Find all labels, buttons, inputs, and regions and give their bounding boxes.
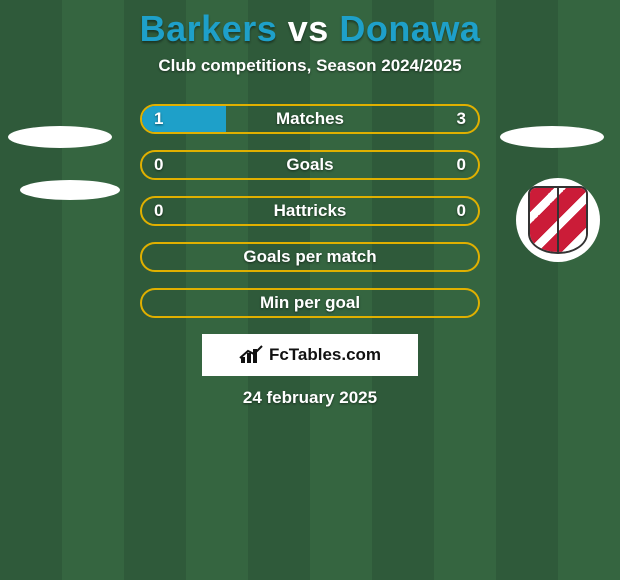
stat-label: Goals xyxy=(286,155,333,175)
chart-icon xyxy=(239,345,263,365)
shield-icon xyxy=(528,186,588,254)
title-vs: vs xyxy=(288,8,329,49)
date-text: 24 february 2025 xyxy=(0,388,620,408)
brand-text: FcTables.com xyxy=(269,345,381,365)
brand-box: FcTables.com xyxy=(202,334,418,376)
stat-right-value: 3 xyxy=(457,109,466,129)
stat-label: Min per goal xyxy=(260,293,360,313)
avatar-left-placeholder-2 xyxy=(20,180,120,200)
page-title: Barkers vs Donawa xyxy=(0,8,620,50)
stat-left-value: 0 xyxy=(154,155,163,175)
avatar-left-placeholder-1 xyxy=(8,126,112,148)
stat-label: Goals per match xyxy=(243,247,376,267)
stat-label: Matches xyxy=(276,109,344,129)
stat-left-value: 0 xyxy=(154,201,163,221)
stat-right-value: 0 xyxy=(457,155,466,175)
stat-rows: 1 Matches 3 0 Goals 0 0 Hattricks 0 Goals per mat… xyxy=(140,104,480,318)
stat-row-goals-per-match: Goals per match xyxy=(140,242,480,272)
title-player-a: Barkers xyxy=(140,8,278,49)
subtitle: Club competitions, Season 2024/2025 xyxy=(0,56,620,76)
stat-row-min-per-goal: Min per goal xyxy=(140,288,480,318)
stat-label: Hattricks xyxy=(274,201,347,221)
stat-row-goals: 0 Goals 0 xyxy=(140,150,480,180)
stat-left-value: 1 xyxy=(154,109,163,129)
stat-row-matches: 1 Matches 3 xyxy=(140,104,480,134)
avatar-right-placeholder xyxy=(500,126,604,148)
stat-row-hattricks: 0 Hattricks 0 xyxy=(140,196,480,226)
club-badge-right xyxy=(516,178,600,262)
title-player-b: Donawa xyxy=(339,8,480,49)
stat-right-value: 0 xyxy=(457,201,466,221)
